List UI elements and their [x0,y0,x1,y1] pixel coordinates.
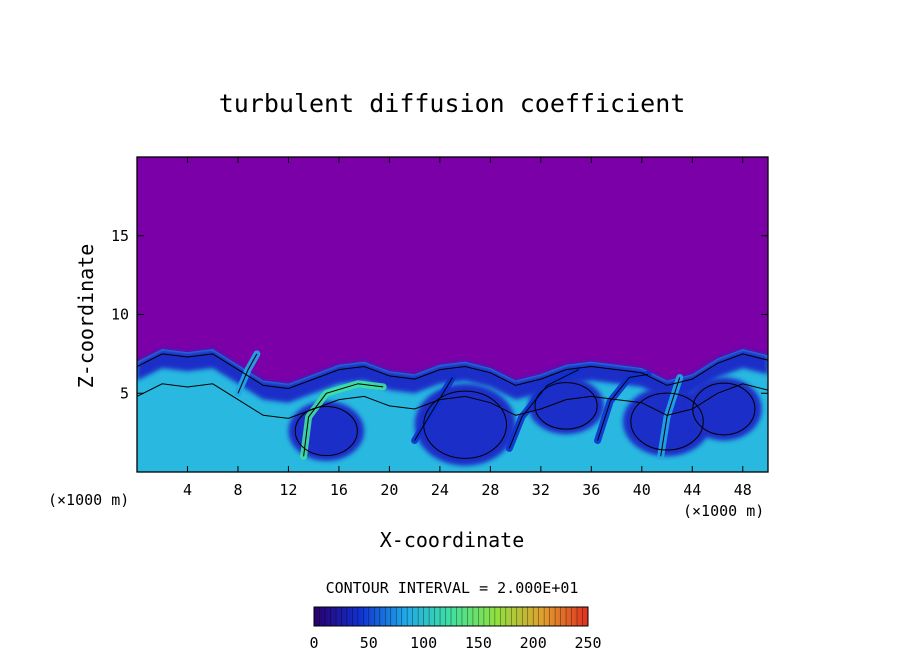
x-tick-label: 36 [582,481,600,499]
contour-lines [137,353,768,459]
contour-line [237,353,258,394]
colorbar-stripes [319,607,583,626]
contour-line [597,373,649,441]
contour-interval-label: CONTOUR INTERVAL = 2.000E+01 [326,579,579,597]
contour-line [303,383,384,457]
colorbar-tick-label: 150 [465,634,492,652]
x-tick-label: 48 [734,481,752,499]
colorbar-tick-label: 0 [309,634,318,652]
x-tick-label: 16 [330,481,348,499]
y-tick-label: 10 [111,306,129,324]
contour-line [630,392,704,451]
x-axis: 4 8 12 16 20 24 28 32 36 40 44 48 [183,157,752,499]
plot-area [137,157,768,472]
contour-line [137,383,768,419]
x-tick-label: 24 [431,481,449,499]
colorbar-tick-label: 50 [360,634,378,652]
x-tick-label: 4 [183,481,192,499]
x-tick-label: 28 [481,481,499,499]
x-axis-label: X-coordinate [380,528,525,552]
contour-line [534,382,598,430]
chart-title: turbulent diffusion coefficient [219,89,686,118]
x-tick-label: 12 [279,481,297,499]
x-axis-unit-label: (×1000 m) [683,502,764,520]
colorbar: 0 50 100 150 200 250 [309,606,602,652]
y-tick-label: 5 [120,384,129,402]
colorbar-ticks: 0 50 100 150 200 250 [309,634,601,652]
contour-line [137,353,768,390]
x-tick-label: 40 [633,481,651,499]
x-tick-label: 20 [380,481,398,499]
contour-line [414,377,453,441]
z-axis-unit-label: (×1000 m) [48,491,129,509]
y-tick-label: 15 [111,227,129,245]
colorbar-tick-label: 250 [574,634,601,652]
colorbar-tick-label: 100 [410,634,437,652]
low-value-cell [685,377,762,441]
low-value-cell [528,377,604,435]
contour-line [294,406,358,457]
low-value-cell [288,401,365,461]
x-tick-label: 44 [683,481,701,499]
y-axis: 5 10 15 [111,227,768,402]
y-axis-label: Z-coordinate [74,244,98,389]
x-tick-label: 8 [233,481,242,499]
colorbar-tick-label: 200 [520,634,547,652]
contour-line [508,369,579,449]
x-tick-label: 32 [532,481,550,499]
contour-line [660,377,681,457]
